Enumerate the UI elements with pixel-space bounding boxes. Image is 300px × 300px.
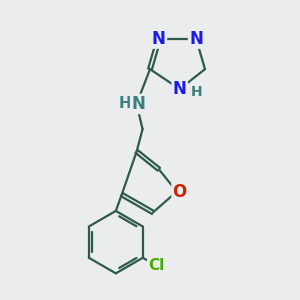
Text: O: O [172,183,187,201]
Text: H: H [190,85,202,99]
Text: H: H [119,96,132,111]
Text: N: N [189,29,203,47]
Text: N: N [152,29,166,47]
Text: N: N [131,95,145,113]
Text: N: N [173,80,187,98]
Text: Cl: Cl [148,258,164,273]
